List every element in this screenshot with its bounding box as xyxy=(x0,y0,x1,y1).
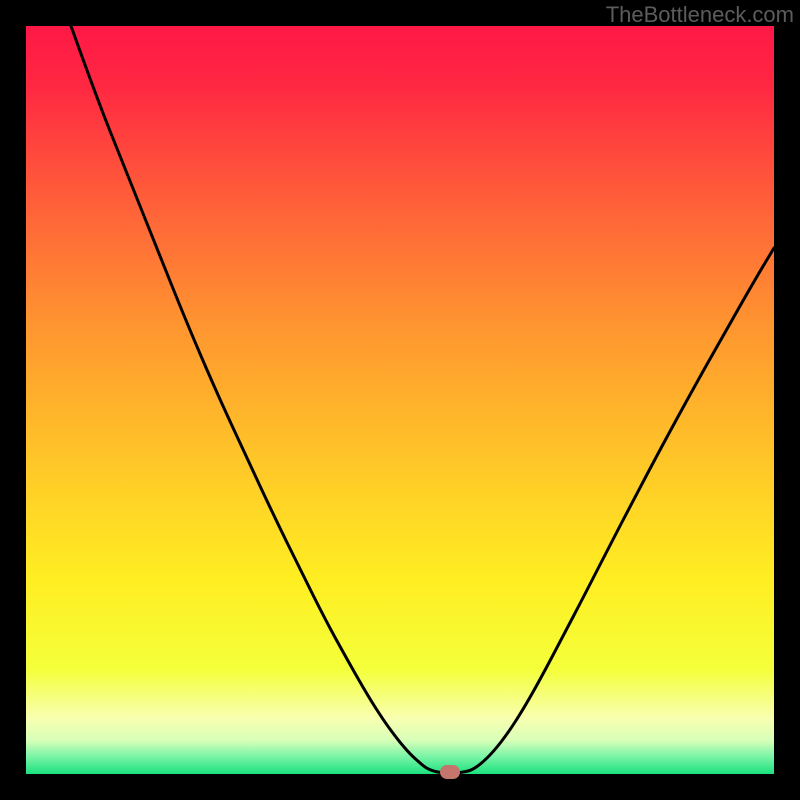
optimal-point-marker xyxy=(440,765,460,779)
plot-area xyxy=(26,26,774,774)
chart-container xyxy=(0,0,800,800)
curve-path xyxy=(71,26,774,773)
watermark-text: TheBottleneck.com xyxy=(606,2,794,28)
bottleneck-curve xyxy=(26,26,774,774)
